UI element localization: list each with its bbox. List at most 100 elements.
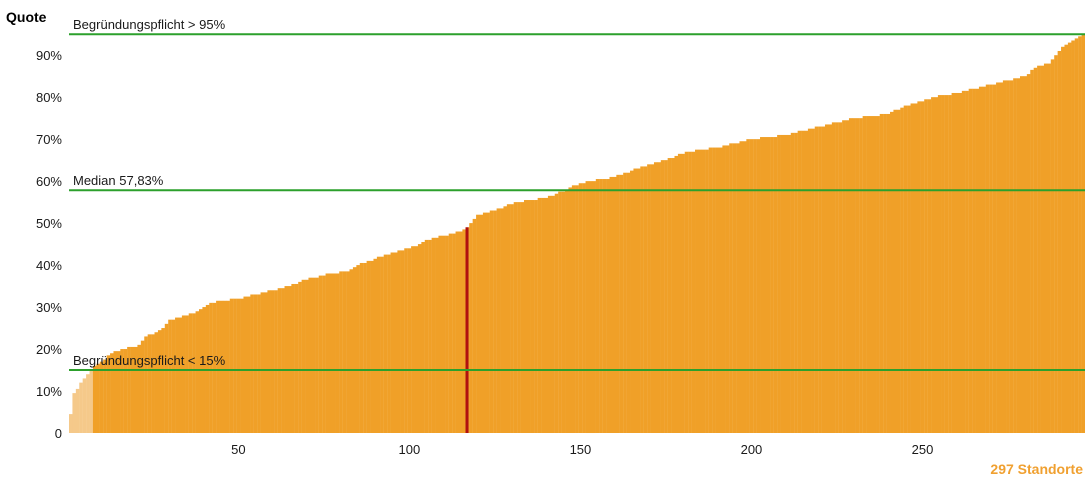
bar: [688, 151, 692, 434]
bar: [305, 279, 309, 433]
bar: [503, 206, 508, 433]
bar: [900, 107, 904, 433]
bar: [893, 109, 897, 433]
bar: [188, 313, 193, 433]
bar: [1026, 74, 1031, 433]
bar: [982, 86, 986, 434]
bar: [1061, 46, 1065, 433]
bar: [342, 271, 347, 433]
bar: [1033, 67, 1038, 433]
bar: [424, 239, 429, 433]
bar: [913, 103, 918, 434]
bar: [643, 166, 648, 433]
bar: [267, 290, 271, 433]
bar: [934, 97, 939, 434]
bar: [414, 246, 419, 433]
bar: [907, 105, 911, 433]
bar: [1067, 42, 1072, 434]
bar: [216, 300, 220, 433]
bar: [565, 189, 569, 433]
bar: [370, 260, 374, 433]
bar: [783, 134, 788, 433]
bar: [161, 328, 165, 433]
bar: [387, 254, 391, 433]
bar: [927, 99, 932, 434]
bar: [171, 319, 176, 433]
bar: [671, 158, 675, 434]
bar: [198, 309, 203, 433]
bar: [890, 111, 894, 434]
bar: [948, 95, 952, 433]
bar: [756, 139, 761, 433]
bar: [705, 149, 709, 433]
bar: [920, 101, 925, 434]
bar: [339, 271, 343, 433]
y-tick-label: 40%: [36, 258, 62, 273]
bar: [1009, 80, 1014, 434]
bar: [496, 208, 501, 433]
bar: [794, 132, 798, 433]
bar: [886, 113, 891, 434]
bar: [780, 134, 785, 433]
y-tick-label: 80%: [36, 90, 62, 105]
bar: [113, 351, 118, 433]
x-axis-ticks: 50 100 150 200 250: [231, 442, 933, 457]
bar: [729, 143, 733, 433]
bar: [359, 262, 364, 433]
bar: [376, 256, 381, 433]
bar: [335, 273, 340, 433]
bar: [520, 202, 525, 433]
bar: [472, 218, 477, 433]
bar: [732, 143, 737, 433]
bar: [513, 202, 518, 433]
bar: [677, 153, 682, 433]
bar: [438, 235, 443, 433]
y-tick-label: 70%: [36, 132, 62, 147]
bar: [106, 355, 111, 433]
bar: [992, 84, 997, 433]
bar: [746, 139, 750, 433]
bar: [578, 183, 583, 433]
bar-count-label: 297 Standorte: [990, 461, 1083, 477]
bar: [89, 370, 94, 433]
bar: [636, 168, 641, 433]
bar: [130, 346, 135, 433]
bar: [154, 332, 159, 433]
bar: [715, 147, 720, 434]
bar: [253, 294, 258, 433]
bar: [332, 273, 336, 433]
bar: [575, 185, 579, 433]
bar: [941, 95, 945, 433]
bar: [294, 283, 299, 433]
bar: [157, 330, 162, 433]
bar: [530, 200, 535, 433]
x-tick-label: 50: [231, 442, 245, 457]
bar: [510, 204, 514, 433]
bar: [807, 128, 812, 433]
bar: [595, 179, 600, 433]
bar: [441, 235, 446, 433]
bar: [650, 164, 655, 433]
bar: [859, 118, 863, 433]
bar: [318, 275, 323, 433]
bar: [393, 252, 398, 433]
bar: [736, 143, 740, 433]
bar: [588, 181, 593, 434]
bar: [240, 298, 244, 433]
y-tick-label: 50%: [36, 216, 62, 231]
bar: [599, 179, 603, 433]
bar: [664, 160, 668, 433]
bar: [123, 349, 128, 433]
bar: [551, 195, 555, 433]
bar: [777, 134, 781, 433]
bar: [674, 155, 679, 433]
bar: [568, 187, 573, 433]
bar: [260, 292, 265, 433]
bar: [848, 118, 853, 433]
bar: [616, 174, 620, 433]
bar: [185, 315, 189, 433]
bar: [602, 179, 607, 433]
bar: [972, 88, 976, 434]
bar: [243, 296, 248, 433]
highlight-layer: [465, 227, 469, 433]
